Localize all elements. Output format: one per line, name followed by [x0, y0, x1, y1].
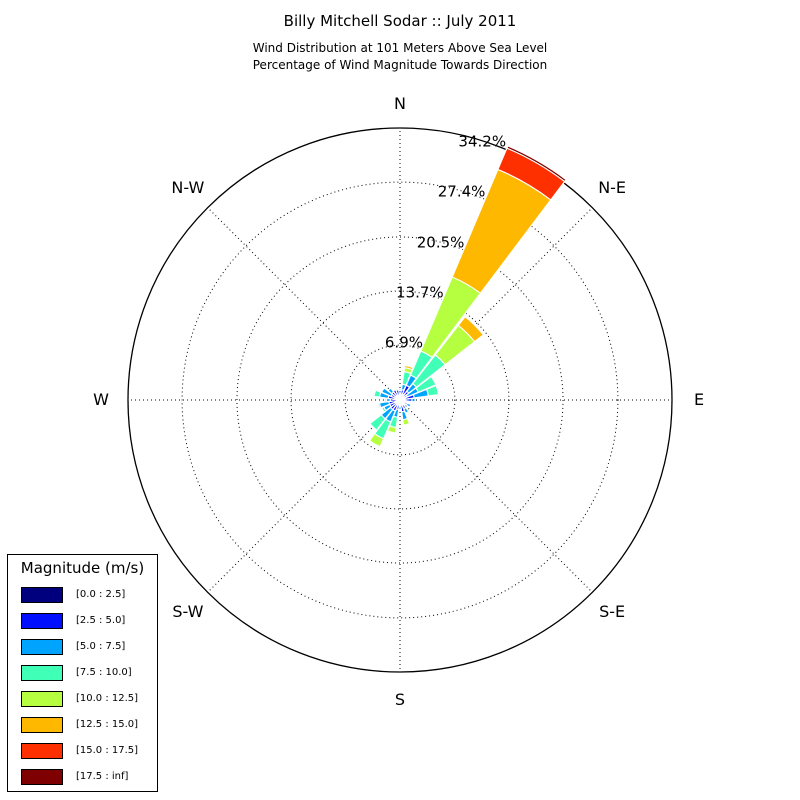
direction-label-s-e: S-E	[599, 602, 625, 621]
direction-label-e: E	[694, 390, 704, 409]
legend-label: [15.0 : 17.5]	[76, 745, 139, 756]
direction-label-s-w: S-W	[172, 602, 203, 621]
chart-title: Billy Mitchell Sodar :: July 2011	[283, 12, 517, 30]
legend-title: Magnitude (m/s)	[20, 559, 145, 577]
legend-swatch	[21, 639, 63, 655]
grid-spoke-S-E	[399, 399, 593, 593]
direction-label-n-e: N-E	[598, 178, 626, 197]
grid-spoke-N-W	[207, 207, 401, 401]
grid-ring-1	[344, 344, 456, 456]
direction-label-w: W	[93, 390, 109, 409]
legend-swatch	[21, 665, 63, 681]
legend-swatch	[21, 613, 63, 629]
direction-label-s: S	[395, 690, 405, 709]
chart-subtitle-line-1: Wind Distribution at 101 Meters Above Se…	[252, 41, 548, 55]
legend-label: [2.5 : 5.0]	[76, 615, 126, 626]
radial-tick-34-2: 34.2%	[458, 133, 506, 151]
bar-dir-90-bin-1	[399, 397, 413, 403]
legend-swatch	[21, 743, 63, 759]
grid-spoke-N-E	[399, 207, 593, 401]
bar-dir-345-bin-0	[397, 394, 401, 401]
grid-spoke-S-W	[207, 399, 401, 593]
legend-swatch	[21, 587, 63, 603]
chart-legend: Magnitude (m/s) [0.0 : 2.5] [2.5 : 5.0] [5…	[7, 554, 158, 792]
legend-label: [10.0 : 12.5]	[76, 693, 139, 704]
legend-label: [5.0 : 7.5]	[76, 641, 126, 652]
grid-ring-3	[236, 236, 564, 564]
legend-label: [0.0 : 2.5]	[76, 589, 126, 600]
chart-subtitle-line-2: Percentage of Wind Magnitude Towards Dir…	[252, 58, 548, 72]
legend-label: [7.5 : 10.0]	[76, 667, 132, 678]
direction-label-n-w: N-W	[171, 178, 204, 197]
legend-swatch	[21, 769, 63, 785]
direction-label-n: N	[394, 94, 406, 113]
legend-label: [17.5 : inf]	[76, 771, 129, 782]
radial-tick-6-9: 6.9%	[385, 333, 423, 351]
radial-tick-13-7: 13.7%	[396, 283, 444, 301]
radial-tick-27-4: 27.4%	[438, 183, 486, 201]
legend-swatch	[21, 691, 63, 707]
grid-ring-4	[181, 181, 619, 619]
legend-label: [12.5 : 15.0]	[76, 719, 139, 730]
radial-tick-20-5: 20.5%	[417, 233, 465, 251]
legend-swatch	[21, 717, 63, 733]
